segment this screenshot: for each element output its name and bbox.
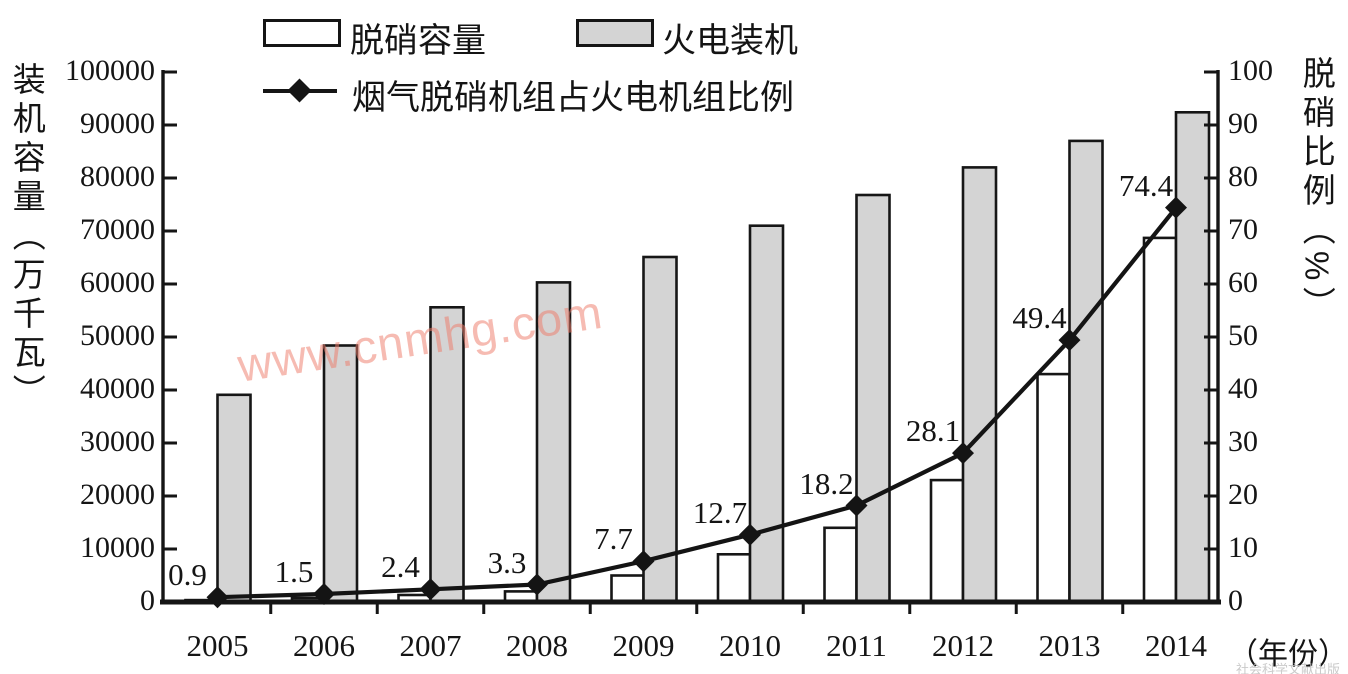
ratio-marker-2011: [845, 494, 868, 517]
y-right-tick-label: 40: [1228, 372, 1258, 405]
bar-denox-2010: [716, 552, 752, 604]
legend-label-ratio-line: 烟气脱硝机组占火电机组比例: [352, 79, 794, 117]
bar-denox-2014: [1142, 236, 1178, 604]
ratio-data-label: 74.4: [1118, 167, 1174, 203]
bar-thermal-2013: [1068, 139, 1104, 604]
corner-watermark: 社会科学文献出版社: [1236, 662, 1341, 674]
y-left-tick-label: 0: [140, 584, 155, 617]
legend-swatch-denox-bar: [263, 19, 341, 47]
ratio-data-label: 28.1: [905, 413, 961, 449]
bar-thermal-2008: [535, 281, 572, 604]
bar-thermal-2012: [961, 166, 998, 604]
ratio-marker-2013: [1058, 329, 1081, 352]
ratio-data-label: 1.5: [274, 554, 314, 590]
bar-denox-2012: [929, 478, 965, 604]
y-left-tick-label: 100000: [65, 54, 155, 87]
y-left-tick-label: 20000: [80, 478, 155, 511]
x-axis-unit-label: （年份）: [1228, 638, 1348, 671]
y-right-tick-label: 10: [1228, 531, 1258, 564]
bar-thermal-2005: [216, 393, 252, 604]
x-axis-year-label: 2009: [612, 628, 675, 663]
x-axis-year-label: 2011: [826, 628, 887, 663]
y-right-tick-label: 20: [1228, 478, 1258, 511]
y-right-tick-label: 70: [1228, 213, 1258, 246]
bar-thermal-2010: [748, 224, 785, 604]
ratio-data-label: 0.9: [168, 557, 207, 593]
y-left-tick-label: 60000: [80, 266, 155, 299]
x-axis-year-label: 2012: [932, 628, 994, 663]
bar-thermal-2009: [642, 255, 678, 604]
legend-label-denox-bar: 脱硝容量: [350, 22, 486, 60]
x-axis-year-label: 2006: [293, 628, 355, 663]
ratio-marker-2005: [206, 586, 229, 609]
bar-denox-2011: [823, 526, 858, 604]
ratio-data-label: 18.2: [799, 465, 854, 501]
x-axis-year-label: 2008: [506, 628, 568, 663]
y-left-tick-label: 10000: [80, 531, 155, 564]
legend-swatch-thermal-bar: [576, 19, 654, 47]
x-axis-year-label: 2005: [186, 628, 249, 663]
y-left-tick-label: 90000: [80, 107, 155, 140]
y-left-tick-label: 30000: [80, 425, 155, 458]
y-axis-right-title: 脱硝比例（%）: [1298, 56, 1336, 326]
ratio-marker-2012: [952, 442, 974, 465]
ratio-line: [217, 206, 1178, 600]
y-left-tick-label: 70000: [80, 213, 155, 246]
ratio-data-label: 49.4: [1012, 300, 1067, 336]
x-axis-year-label: 2007: [399, 628, 462, 663]
y-right-tick-label: 0: [1228, 584, 1243, 617]
y-right-tick-label: 100: [1228, 54, 1273, 87]
x-axis-year-label: 2010: [719, 628, 781, 663]
bar-denox-2009: [610, 574, 645, 604]
bar-thermal-2007: [429, 305, 465, 604]
y-right-tick-label: 90: [1228, 107, 1258, 140]
ratio-data-label: 12.7: [692, 494, 748, 530]
bar-thermal-2014: [1174, 111, 1211, 604]
bar-thermal-2011: [855, 193, 891, 604]
legend-label-thermal-bar: 火电装机: [662, 22, 798, 60]
bar-thermal-2006: [322, 344, 359, 604]
ratio-marker-2008: [526, 573, 548, 596]
ratio-marker-2009: [632, 550, 655, 573]
y-right-tick-label: 50: [1228, 319, 1258, 352]
ratio-data-label: 2.4: [381, 549, 420, 585]
ratio-data-label: 7.7: [594, 521, 633, 557]
y-right-tick-label: 80: [1228, 160, 1258, 193]
y-axis-left-title: 装机容量（万千瓦）: [8, 62, 46, 413]
x-axis-year-label: 2014: [1145, 628, 1207, 663]
ratio-data-label: 3.3: [487, 544, 527, 580]
ratio-marker-2014: [1165, 196, 1187, 219]
y-left-tick-label: 50000: [80, 319, 155, 352]
y-right-tick-label: 30: [1228, 425, 1258, 458]
ratio-marker-2010: [739, 523, 761, 546]
y-right-tick-label: 60: [1228, 266, 1258, 299]
x-axis-year-label: 2013: [1038, 628, 1101, 663]
ratio-marker-2006: [313, 583, 335, 606]
bar-denox-2013: [1036, 372, 1071, 604]
ratio-marker-2007: [419, 578, 442, 601]
y-left-tick-label: 40000: [80, 372, 155, 405]
y-left-tick-label: 80000: [80, 160, 155, 193]
